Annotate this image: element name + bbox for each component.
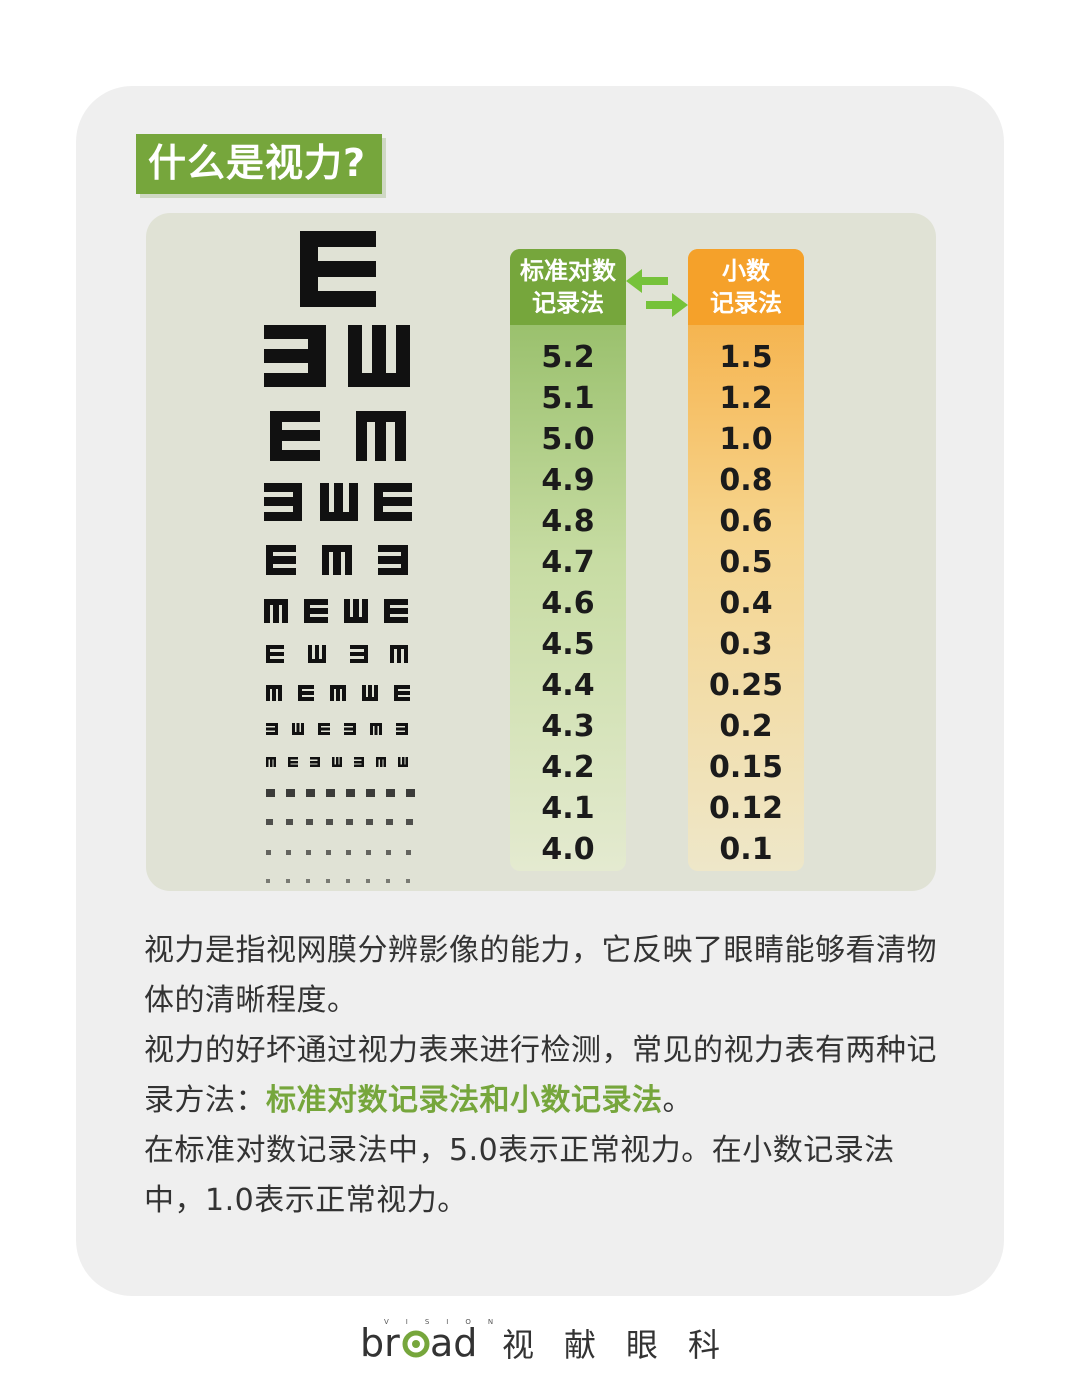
e-symbol [384,599,408,623]
description-paragraph: 视力的好坏通过视力表来进行检测，常见的视力表有两种记录方法：标准对数记录法和小数… [144,1026,944,1126]
e-symbol [264,325,326,387]
e-symbol [390,645,408,663]
e-symbol [348,325,410,387]
log-value: 4.3 [541,709,595,744]
decimal-value: 0.2 [719,709,773,744]
e-symbol [374,483,412,521]
decimal-scale-header: 小数 记录法 [688,249,804,325]
description-text-segment: 。 [662,1083,693,1118]
decimal-scale-values: 1.5 1.2 1.0 0.8 0.6 0.5 0.4 0.3 0.25 0.2… [688,325,804,870]
log-value: 4.2 [541,750,595,785]
e-symbol [266,645,284,663]
decimal-value: 0.3 [719,627,773,662]
description-text: 视力是指视网膜分辨影像的能力，它反映了眼睛能够看清物体的清晰程度。 视力的好坏通… [144,926,944,1226]
footer: VISION br ad broad 视献眼科 [0,1316,1080,1376]
e-symbol [318,723,330,735]
e-symbol [322,545,352,575]
decimal-value: 0.12 [708,791,784,826]
e-symbol [292,723,304,735]
description-paragraph: 在标准对数记录法中，5.0表示正常视力。在小数记录法中，1.0表示正常视力。 [144,1133,895,1218]
decimal-value: 0.1 [719,832,773,867]
decimal-value: 0.8 [719,463,773,498]
log-scale-values: 5.2 5.1 5.0 4.9 4.8 4.7 4.6 4.5 4.4 4.3 … [510,325,626,870]
e-symbol [330,685,346,701]
e-symbol [344,599,368,623]
decimal-value: 0.5 [719,545,773,580]
decimal-value: 1.0 [719,422,773,457]
log-value: 4.5 [541,627,595,662]
e-symbol [270,411,320,461]
e-symbol [344,723,356,735]
brand-logo-superscript: VISION [384,1318,511,1326]
log-value: 4.1 [541,791,595,826]
e-symbol [320,483,358,521]
decimal-scale-header-line1: 小数 [722,257,770,285]
log-scale-column: 标准对数 记录法 5.2 5.1 5.0 4.9 4.8 4.7 4.6 4.5… [510,249,626,871]
e-symbol [298,685,314,701]
log-value: 5.1 [541,381,595,416]
log-value: 4.9 [541,463,595,498]
e-symbol [356,411,406,461]
e-symbol [266,723,278,735]
e-symbol [396,723,408,735]
e-symbol [308,645,326,663]
decimal-value: 0.15 [708,750,784,785]
e-symbol [304,599,328,623]
decimal-value: 1.2 [719,381,773,416]
log-value: 4.8 [541,504,595,539]
svg-text:ad: ad [430,1321,477,1365]
svg-text:br: br [360,1321,400,1365]
decimal-scale-column: 小数 记录法 1.5 1.2 1.0 0.8 0.6 0.5 0.4 0.3 0… [688,249,804,871]
content-card: 什么是视力? [76,86,1004,1296]
e-symbol [264,483,302,521]
e-symbol [350,645,368,663]
e-symbol [378,545,408,575]
description-paragraph: 视力是指视网膜分辨影像的能力，它反映了眼睛能够看清物体的清晰程度。 [144,933,937,1018]
conversion-arrows-icon [626,269,688,317]
log-scale-header: 标准对数 记录法 [510,249,626,325]
log-value: 4.0 [541,832,595,867]
e-symbol [266,685,282,701]
log-value: 5.2 [541,340,595,375]
e-symbol [370,723,382,735]
brand-wordmark: br ad [360,1321,477,1365]
e-symbol [266,545,296,575]
log-scale-header-line2: 记录法 [532,289,604,317]
decimal-scale-header-line2: 记录法 [710,289,782,317]
log-value: 4.4 [541,668,595,703]
brand-name-chinese: 视献眼科 [502,1326,751,1364]
eye-chart-panel: 标准对数 记录法 5.2 5.1 5.0 4.9 4.8 4.7 4.6 4.5… [146,213,936,891]
e-symbol [362,685,378,701]
log-value: 4.6 [541,586,595,621]
page-title: 什么是视力? [136,134,383,194]
log-value: 4.7 [541,545,595,580]
e-symbol [300,231,376,307]
tumbling-e-chart [264,231,415,883]
decimal-value: 0.4 [719,586,773,621]
decimal-value: 1.5 [719,340,773,375]
decimal-value: 0.6 [719,504,773,539]
decimal-value: 0.25 [708,668,784,703]
description-text-segment: 视力的好坏通过视力表来进行检测，常见的视力表有两种记录方法： [144,1033,937,1118]
log-value: 5.0 [541,422,595,457]
highlighted-methods: 标准对数记录法和小数记录法 [266,1083,663,1118]
e-symbol [264,599,288,623]
log-scale-header-line1: 标准对数 [520,257,616,285]
e-symbol [394,685,410,701]
brand-logo: VISION br ad broad [360,1316,493,1372]
